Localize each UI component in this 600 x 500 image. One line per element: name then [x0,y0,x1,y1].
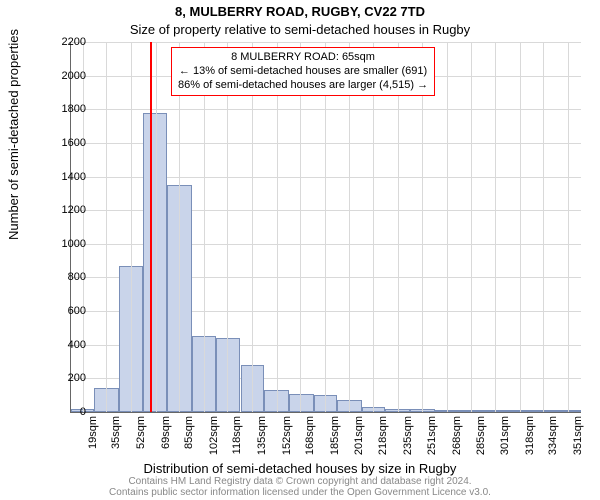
y-tick-label: 2200 [46,36,86,48]
x-tick-label: 135sqm [256,416,268,462]
gridline-vertical [325,42,326,412]
annotation-line3: 86% of semi-detached houses are larger (… [178,79,428,93]
x-tick-label: 185sqm [329,416,341,462]
x-tick-label: 85sqm [183,416,195,462]
x-tick-label: 52sqm [135,416,147,462]
x-tick-label: 118sqm [231,416,243,462]
y-tick-label: 1200 [46,204,86,216]
annotation-box: 8 MULBERRY ROAD: 65sqm← 13% of semi-deta… [171,47,435,96]
x-tick-label: 201sqm [353,416,365,462]
x-tick-label: 218sqm [377,416,389,462]
gridline-vertical [131,42,132,412]
gridline-vertical [543,42,544,412]
gridline-vertical [179,42,180,412]
x-tick-label: 168sqm [304,416,316,462]
gridline-vertical [568,42,569,412]
x-tick-label: 251sqm [426,416,438,462]
chart-footer: Contains HM Land Registry data © Crown c… [0,476,600,498]
y-tick-label: 1400 [46,171,86,183]
x-tick-label: 235sqm [402,416,414,462]
chart-title-line2: Size of property relative to semi-detach… [0,22,600,37]
gridline-vertical [447,42,448,412]
x-tick-label: 69sqm [160,416,172,462]
y-tick-label: 800 [46,271,86,283]
y-axis-label: Number of semi-detached properties [6,29,21,240]
x-tick-label: 285sqm [475,416,487,462]
footer-line1: Contains HM Land Registry data © Crown c… [0,476,600,487]
annotation-line1: 8 MULBERRY ROAD: 65sqm [178,51,428,65]
chart-title-line1: 8, MULBERRY ROAD, RUGBY, CV22 7TD [0,4,600,19]
gridline-vertical [300,42,301,412]
x-tick-label: 102sqm [208,416,220,462]
property-marker-line [150,42,152,412]
gridline-vertical [495,42,496,412]
x-tick-label: 35sqm [110,416,122,462]
x-tick-label: 318sqm [524,416,536,462]
gridline-vertical [252,42,253,412]
x-tick-label: 152sqm [281,416,293,462]
y-tick-label: 0 [46,406,86,418]
footer-line2: Contains public sector information licen… [0,487,600,498]
gridline-vertical [349,42,350,412]
gridline-vertical [520,42,521,412]
gridline-vertical [398,42,399,412]
gridline-vertical [227,42,228,412]
x-tick-label: 301sqm [499,416,511,462]
y-tick-label: 600 [46,305,86,317]
gridline-vertical [471,42,472,412]
x-tick-label: 351sqm [572,416,584,462]
annotation-line2: ← 13% of semi-detached houses are smalle… [178,65,428,79]
x-axis-label: Distribution of semi-detached houses by … [0,461,600,476]
y-tick-label: 1800 [46,103,86,115]
gridline-vertical [422,42,423,412]
gridline-vertical [106,42,107,412]
gridline-vertical [156,42,157,412]
y-tick-label: 200 [46,372,86,384]
gridline-vertical [277,42,278,412]
y-tick-label: 1600 [46,137,86,149]
gridline-vertical [373,42,374,412]
x-tick-label: 334sqm [547,416,559,462]
y-tick-label: 400 [46,339,86,351]
x-tick-label: 268sqm [451,416,463,462]
gridline-vertical [83,42,84,412]
y-tick-label: 1000 [46,238,86,250]
chart-plot-area: 19sqm35sqm52sqm69sqm85sqm102sqm118sqm135… [70,42,581,413]
gridline-vertical [204,42,205,412]
x-tick-label: 19sqm [87,416,99,462]
y-tick-label: 2000 [46,70,86,82]
